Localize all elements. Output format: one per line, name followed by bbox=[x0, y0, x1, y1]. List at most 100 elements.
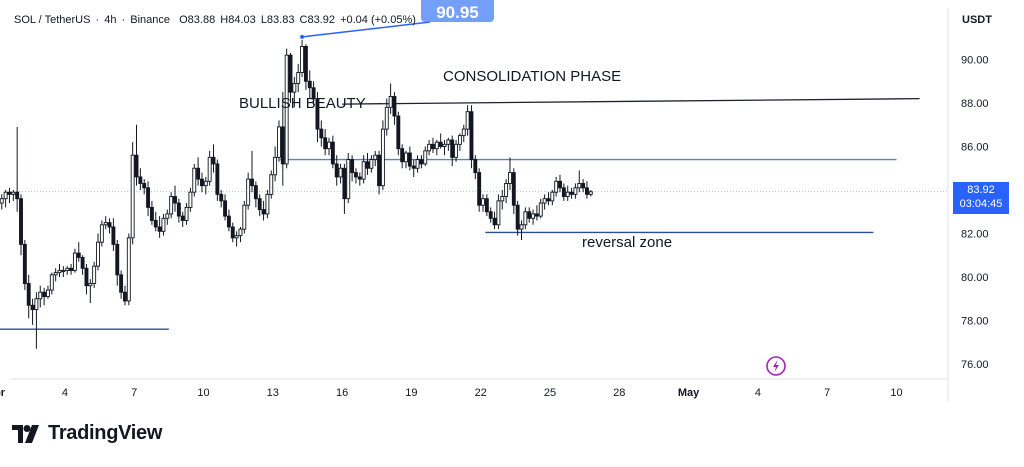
candle-body-down bbox=[173, 196, 177, 204]
candle bbox=[338, 163, 343, 184]
candle bbox=[377, 150, 382, 195]
tradingview-logo[interactable]: TradingView bbox=[12, 422, 162, 445]
candle-body-up bbox=[523, 211, 528, 226]
price-change: +0.04 (+0.05%) bbox=[340, 14, 416, 26]
candle-body-down bbox=[288, 54, 293, 93]
y-tick-label: 76.00 bbox=[961, 359, 989, 371]
currency-label[interactable]: USDT bbox=[962, 14, 992, 26]
candle bbox=[123, 285, 127, 306]
candle-body-up bbox=[3, 191, 8, 200]
candle bbox=[585, 181, 589, 199]
candle-body-down bbox=[84, 267, 89, 287]
candle-body-down bbox=[157, 226, 162, 232]
interval-label[interactable]: 4h bbox=[104, 14, 117, 26]
candle-body-up bbox=[531, 213, 536, 219]
candles-layer bbox=[0, 39, 593, 349]
candle-body-up bbox=[34, 298, 39, 311]
candle bbox=[49, 272, 54, 295]
candle bbox=[46, 285, 50, 299]
y-tick-label: 88.00 bbox=[961, 98, 989, 110]
candle-body-down bbox=[123, 291, 127, 302]
y-tick-label: 86.00 bbox=[961, 142, 989, 154]
candle-body-down bbox=[115, 243, 120, 276]
candle bbox=[546, 192, 551, 206]
candle bbox=[577, 170, 582, 193]
candle-body-up bbox=[454, 143, 459, 158]
candle-body-up bbox=[573, 187, 578, 195]
candle bbox=[327, 137, 331, 156]
candle-body-down bbox=[569, 191, 574, 195]
candle bbox=[76, 242, 81, 262]
candle-body-down bbox=[330, 141, 335, 165]
candle-body-up bbox=[161, 217, 166, 232]
candle-body-up bbox=[96, 241, 100, 267]
candle-body-down bbox=[15, 191, 20, 200]
candle-body-down bbox=[407, 152, 412, 167]
candle-body-up bbox=[57, 270, 62, 274]
candle bbox=[515, 200, 520, 236]
candle bbox=[423, 146, 428, 167]
candle-body-up bbox=[99, 224, 104, 243]
candle-body-down bbox=[7, 191, 12, 195]
candle-body-up bbox=[126, 237, 131, 302]
candle-body-up bbox=[234, 235, 239, 239]
x-tick-label: May bbox=[678, 387, 700, 399]
candle-body-up bbox=[481, 198, 485, 206]
candle-body-up bbox=[184, 206, 189, 221]
candle-body-down bbox=[311, 87, 316, 100]
candle-body-up bbox=[88, 283, 93, 287]
candle bbox=[19, 194, 23, 256]
candle bbox=[477, 168, 482, 212]
candle bbox=[388, 83, 393, 114]
candle-body-up bbox=[384, 106, 389, 130]
candle bbox=[303, 44, 308, 90]
candle bbox=[392, 92, 397, 125]
candle-body-up bbox=[504, 183, 509, 197]
candle bbox=[365, 153, 370, 175]
candle bbox=[346, 153, 351, 204]
candle bbox=[107, 218, 112, 234]
candle-body-down bbox=[303, 46, 308, 82]
candle-body-down bbox=[515, 204, 520, 230]
symbol-name[interactable]: SOL / TetherUS bbox=[14, 14, 91, 26]
candle-body-down bbox=[80, 256, 85, 269]
levels-layer bbox=[0, 98, 948, 330]
candle-body-up bbox=[542, 198, 547, 204]
candle-body-down bbox=[484, 198, 489, 213]
last-price-value: 83.92 bbox=[967, 184, 995, 196]
candle-body-down bbox=[315, 98, 320, 130]
candle bbox=[396, 111, 401, 156]
candle bbox=[492, 211, 497, 230]
candle bbox=[200, 172, 204, 193]
annotation-label: CONSOLIDATION PHASE bbox=[443, 68, 621, 85]
candle-body-up bbox=[446, 139, 451, 145]
candle-body-up bbox=[238, 228, 243, 237]
candle bbox=[407, 146, 412, 171]
candle-body-down bbox=[211, 156, 216, 165]
candle bbox=[15, 126, 20, 212]
candle bbox=[300, 39, 305, 77]
candle-body-down bbox=[149, 206, 154, 221]
candle bbox=[581, 179, 586, 193]
candle bbox=[153, 211, 158, 232]
candle bbox=[246, 172, 251, 210]
candle-body-down bbox=[392, 96, 397, 117]
x-axis[interactable]: Apr 4 7 10 13 16 19 22 25 28 May 4 7 10 bbox=[0, 387, 903, 399]
candle bbox=[80, 255, 85, 275]
candle bbox=[415, 155, 420, 173]
candle bbox=[434, 139, 439, 156]
candle bbox=[119, 270, 124, 299]
candle bbox=[427, 139, 432, 156]
candle-body-down bbox=[42, 291, 47, 298]
candle bbox=[238, 226, 243, 243]
candle bbox=[42, 287, 47, 306]
candle-body-down bbox=[76, 252, 81, 258]
candle bbox=[265, 190, 270, 219]
candle-body-up bbox=[273, 156, 278, 176]
candle bbox=[588, 190, 593, 197]
candle-body-down bbox=[153, 219, 158, 228]
candle bbox=[226, 209, 231, 232]
lightning-icon[interactable] bbox=[766, 356, 786, 376]
